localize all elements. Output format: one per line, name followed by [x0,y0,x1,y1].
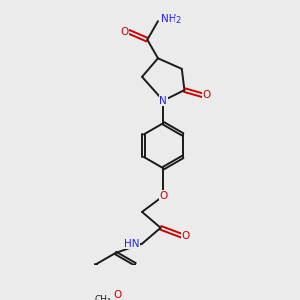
Text: NH: NH [160,14,176,23]
Text: O: O [114,290,122,300]
Text: O: O [121,27,129,37]
Text: CH₃: CH₃ [94,296,111,300]
Text: O: O [159,191,167,201]
Text: 2: 2 [175,16,180,25]
Text: O: O [182,231,190,241]
Text: N: N [159,96,167,106]
Text: O: O [203,90,211,100]
Text: HN: HN [124,239,140,249]
